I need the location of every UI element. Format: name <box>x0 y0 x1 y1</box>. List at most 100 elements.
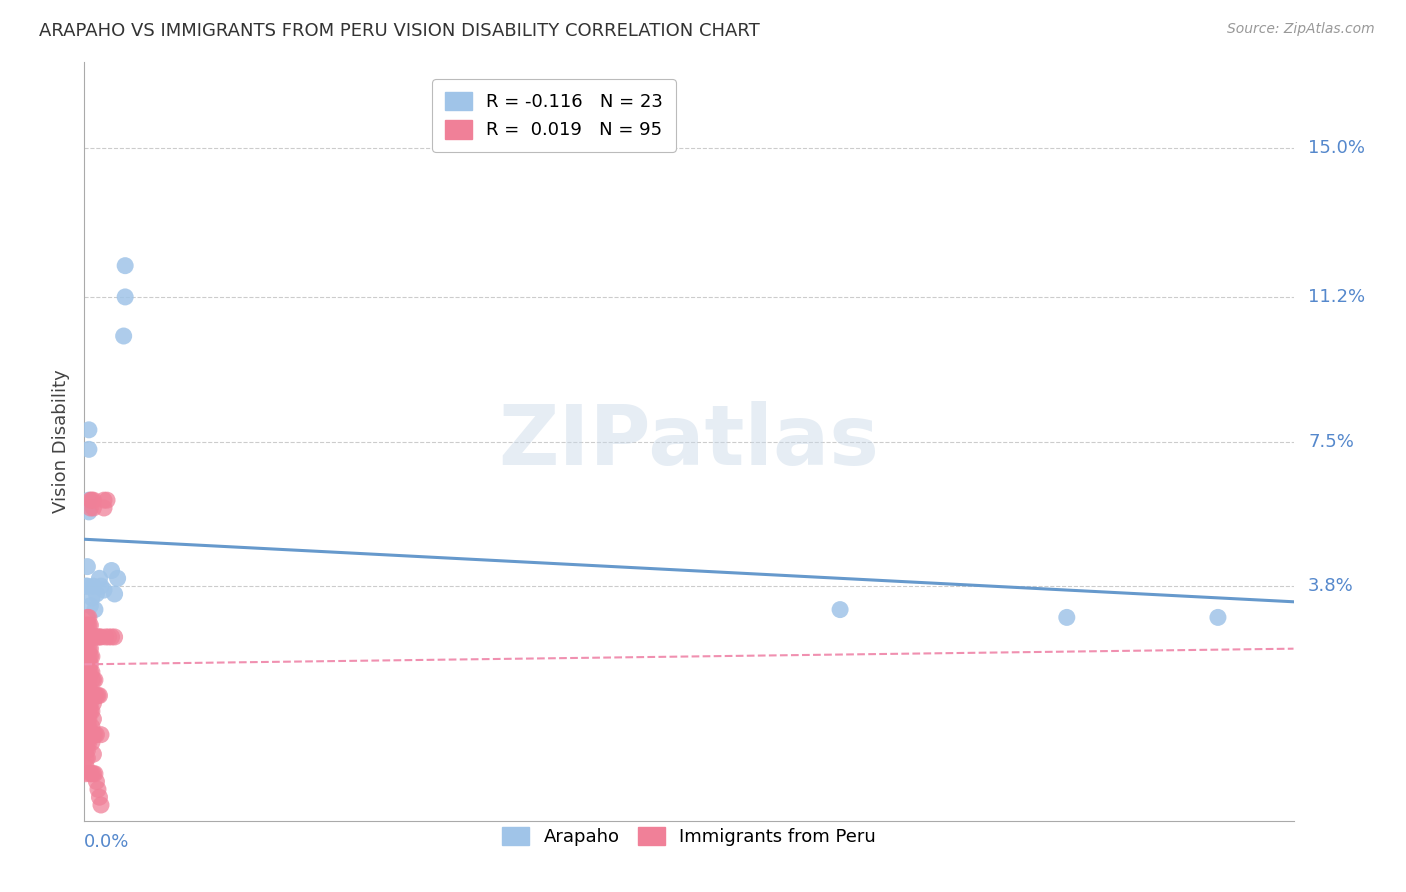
Text: 15.0%: 15.0% <box>1308 139 1365 157</box>
Point <box>104 587 127 601</box>
Point <box>89 630 111 644</box>
Point <box>76 641 98 656</box>
Point <box>77 704 100 718</box>
Point <box>82 712 104 726</box>
Point <box>830 602 852 616</box>
Point <box>96 493 118 508</box>
Point <box>87 630 110 644</box>
Point <box>76 728 98 742</box>
Point <box>80 673 103 687</box>
Point <box>77 630 100 644</box>
Point <box>75 579 97 593</box>
Point <box>77 505 100 519</box>
Point <box>1206 610 1229 624</box>
Point <box>79 649 101 664</box>
Point <box>76 681 98 695</box>
Point <box>76 751 98 765</box>
Point <box>75 759 97 773</box>
Point <box>76 610 98 624</box>
Point <box>77 728 100 742</box>
Point <box>84 602 107 616</box>
Point <box>93 582 115 597</box>
Point <box>82 630 104 644</box>
Point <box>75 618 97 632</box>
Point <box>82 697 104 711</box>
Point <box>79 500 101 515</box>
Point <box>82 766 104 780</box>
Point <box>75 697 97 711</box>
Point <box>79 704 101 718</box>
Point <box>77 720 100 734</box>
Point <box>94 630 117 644</box>
Point <box>77 665 100 680</box>
Point <box>1056 610 1078 624</box>
Point <box>79 493 101 508</box>
Point <box>93 500 115 515</box>
Point <box>75 720 97 734</box>
Point <box>79 728 101 742</box>
Point <box>79 697 101 711</box>
Point <box>76 630 98 644</box>
Point <box>77 712 100 726</box>
Point <box>75 743 97 757</box>
Point <box>112 329 135 343</box>
Point <box>76 618 98 632</box>
Point <box>87 689 110 703</box>
Point <box>75 649 97 664</box>
Legend: Arapaho, Immigrants from Peru: Arapaho, Immigrants from Peru <box>495 820 883 854</box>
Point <box>77 697 100 711</box>
Point <box>75 712 97 726</box>
Point <box>76 665 98 680</box>
Point <box>77 493 100 508</box>
Point <box>86 630 108 644</box>
Point <box>84 673 107 687</box>
Point <box>79 766 101 780</box>
Point <box>82 728 104 742</box>
Point <box>77 649 100 664</box>
Point <box>75 704 97 718</box>
Point <box>75 766 97 780</box>
Point <box>86 728 108 742</box>
Point <box>80 735 103 749</box>
Point <box>77 673 100 687</box>
Point <box>90 579 112 593</box>
Point <box>80 649 103 664</box>
Point <box>89 689 111 703</box>
Point <box>79 689 101 703</box>
Point <box>75 689 97 703</box>
Point <box>76 720 98 734</box>
Point <box>75 641 97 656</box>
Point <box>97 630 120 644</box>
Point <box>80 689 103 703</box>
Point <box>104 630 127 644</box>
Point <box>76 735 98 749</box>
Point <box>84 630 107 644</box>
Point <box>77 423 100 437</box>
Point <box>86 774 108 789</box>
Point <box>79 618 101 632</box>
Point <box>75 728 97 742</box>
Point <box>76 743 98 757</box>
Point <box>89 571 111 585</box>
Y-axis label: Vision Disability: Vision Disability <box>52 369 70 514</box>
Point <box>75 751 97 765</box>
Point <box>76 649 98 664</box>
Point <box>80 766 103 780</box>
Point <box>80 665 103 680</box>
Text: ZIPatlas: ZIPatlas <box>499 401 879 482</box>
Point <box>114 290 136 304</box>
Point <box>77 657 100 672</box>
Text: ARAPAHO VS IMMIGRANTS FROM PERU VISION DISABILITY CORRELATION CHART: ARAPAHO VS IMMIGRANTS FROM PERU VISION D… <box>39 22 761 40</box>
Point <box>75 681 97 695</box>
Point <box>75 673 97 687</box>
Point <box>84 689 107 703</box>
Point <box>82 493 104 508</box>
Point <box>79 641 101 656</box>
Point <box>76 657 98 672</box>
Point <box>107 571 129 585</box>
Text: 7.5%: 7.5% <box>1308 433 1354 450</box>
Point <box>79 599 101 613</box>
Point <box>82 579 104 593</box>
Point <box>82 500 104 515</box>
Text: Source: ZipAtlas.com: Source: ZipAtlas.com <box>1227 22 1375 37</box>
